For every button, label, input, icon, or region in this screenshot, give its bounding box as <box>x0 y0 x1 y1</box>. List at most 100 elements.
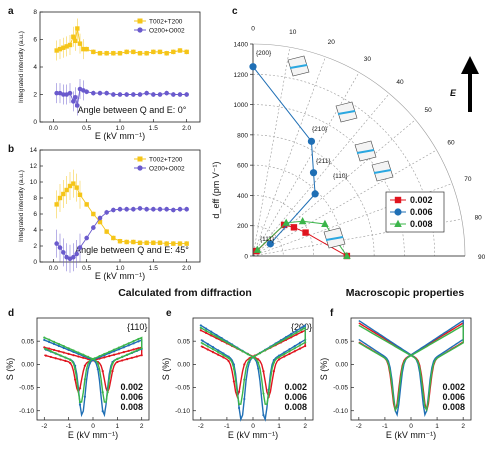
legend-label: 0.006 <box>410 207 433 217</box>
x-tick-label: -2 <box>198 423 204 430</box>
y-tick-label: 10 <box>30 179 38 186</box>
data-point <box>64 356 66 358</box>
y-axis-label: Integrated intensity (a.u.) <box>18 170 25 242</box>
data-point <box>82 357 84 359</box>
direction-label: {110} <box>333 173 349 180</box>
data-point <box>136 355 138 357</box>
data-point <box>103 353 105 355</box>
section-title-left: Calculated from diffraction <box>118 287 252 299</box>
data-point <box>77 351 79 353</box>
data-point <box>304 341 306 343</box>
data-point <box>151 207 156 212</box>
data-point <box>262 370 264 372</box>
data-point <box>53 343 55 345</box>
r-tick-label: 0 <box>244 254 248 261</box>
y-axis-label: S (%) <box>319 358 329 381</box>
data-point <box>201 346 203 348</box>
y-tick-label: -0.10 <box>19 408 34 415</box>
data-point <box>91 225 96 230</box>
r-tick-label: 1200 <box>234 72 249 79</box>
data-point <box>118 346 120 348</box>
data-point <box>58 245 63 250</box>
data-point <box>207 348 209 350</box>
data-point <box>118 239 122 243</box>
data-point <box>111 363 113 365</box>
data-point <box>91 50 95 54</box>
data-point <box>132 342 134 344</box>
x-tick-label: 2 <box>140 423 144 430</box>
data-point <box>141 354 143 356</box>
panel-letter: f <box>330 308 334 319</box>
data-point <box>288 350 290 352</box>
data-point <box>124 207 129 212</box>
data-point <box>184 207 189 212</box>
data-point <box>301 329 303 331</box>
data-point <box>55 357 57 359</box>
legend-label: 0.008 <box>284 402 307 412</box>
data-point <box>113 349 115 351</box>
data-point <box>310 169 317 176</box>
x-axis-label: E (kV mm⁻¹) <box>386 430 436 440</box>
direction-label: {200} <box>256 50 272 57</box>
data-point <box>50 350 52 352</box>
data-point <box>78 245 83 250</box>
data-point <box>171 241 175 245</box>
data-point <box>111 370 113 372</box>
data-point <box>164 51 168 55</box>
legend-marker <box>137 27 142 32</box>
data-point <box>131 240 135 244</box>
data-point <box>43 336 45 338</box>
data-point <box>304 345 306 347</box>
y-tick-label: 0.05 <box>177 338 190 345</box>
panel-e: e-2 -1 0 1 2-0.10-0.050.000.05E (kV mm⁻¹)S (… <box>161 308 313 440</box>
angle-tick-label: 40 <box>396 79 404 86</box>
x-tick-label: 2 <box>303 423 307 430</box>
data-point <box>61 192 65 196</box>
data-point <box>217 351 219 353</box>
data-point <box>63 351 65 353</box>
data-point <box>45 355 47 357</box>
data-point <box>55 352 57 354</box>
data-point <box>301 326 303 328</box>
data-point <box>222 354 224 356</box>
data-point <box>137 338 139 340</box>
y-tick-label: 6 <box>33 37 37 44</box>
data-point <box>158 241 162 245</box>
data-point <box>294 350 296 352</box>
r-tick-label: 1000 <box>234 102 249 109</box>
data-point <box>299 344 301 346</box>
x-tick-label: 2.0 <box>182 265 191 272</box>
y-tick-label: 14 <box>30 147 38 154</box>
data-point <box>68 353 70 355</box>
data-point <box>102 410 104 412</box>
y-tick-label: -0.05 <box>175 385 190 392</box>
data-point <box>73 39 77 43</box>
data-point <box>259 352 261 354</box>
data-point <box>200 327 202 329</box>
annotation: Angle between Q and E: 0° <box>78 105 187 115</box>
data-point <box>118 352 120 354</box>
data-point <box>299 342 301 344</box>
data-point <box>141 347 143 349</box>
legend-label: 0.002 <box>410 195 433 205</box>
x-axis-label: E (kV mm⁻¹) <box>95 131 145 141</box>
panel-d: d-2 -1 0 1 2-0.10-0.050.000.05E (kV mm⁻¹)S (… <box>5 308 149 440</box>
data-point <box>78 41 82 45</box>
data-point <box>200 324 202 326</box>
y-tick-label: 4 <box>33 227 37 234</box>
data-point <box>71 35 75 39</box>
series-line <box>253 67 315 244</box>
data-point <box>138 241 142 245</box>
data-point <box>68 91 73 96</box>
data-point <box>75 26 79 30</box>
data-point <box>238 403 240 405</box>
y-tick-label: 0.00 <box>177 362 190 369</box>
data-point <box>222 356 224 358</box>
data-point <box>69 359 71 361</box>
data-point <box>94 357 96 359</box>
angle-tick-label: 0 <box>251 25 255 32</box>
data-point <box>98 216 103 221</box>
data-point <box>264 349 266 351</box>
data-point <box>243 398 245 400</box>
data-point <box>82 354 84 356</box>
